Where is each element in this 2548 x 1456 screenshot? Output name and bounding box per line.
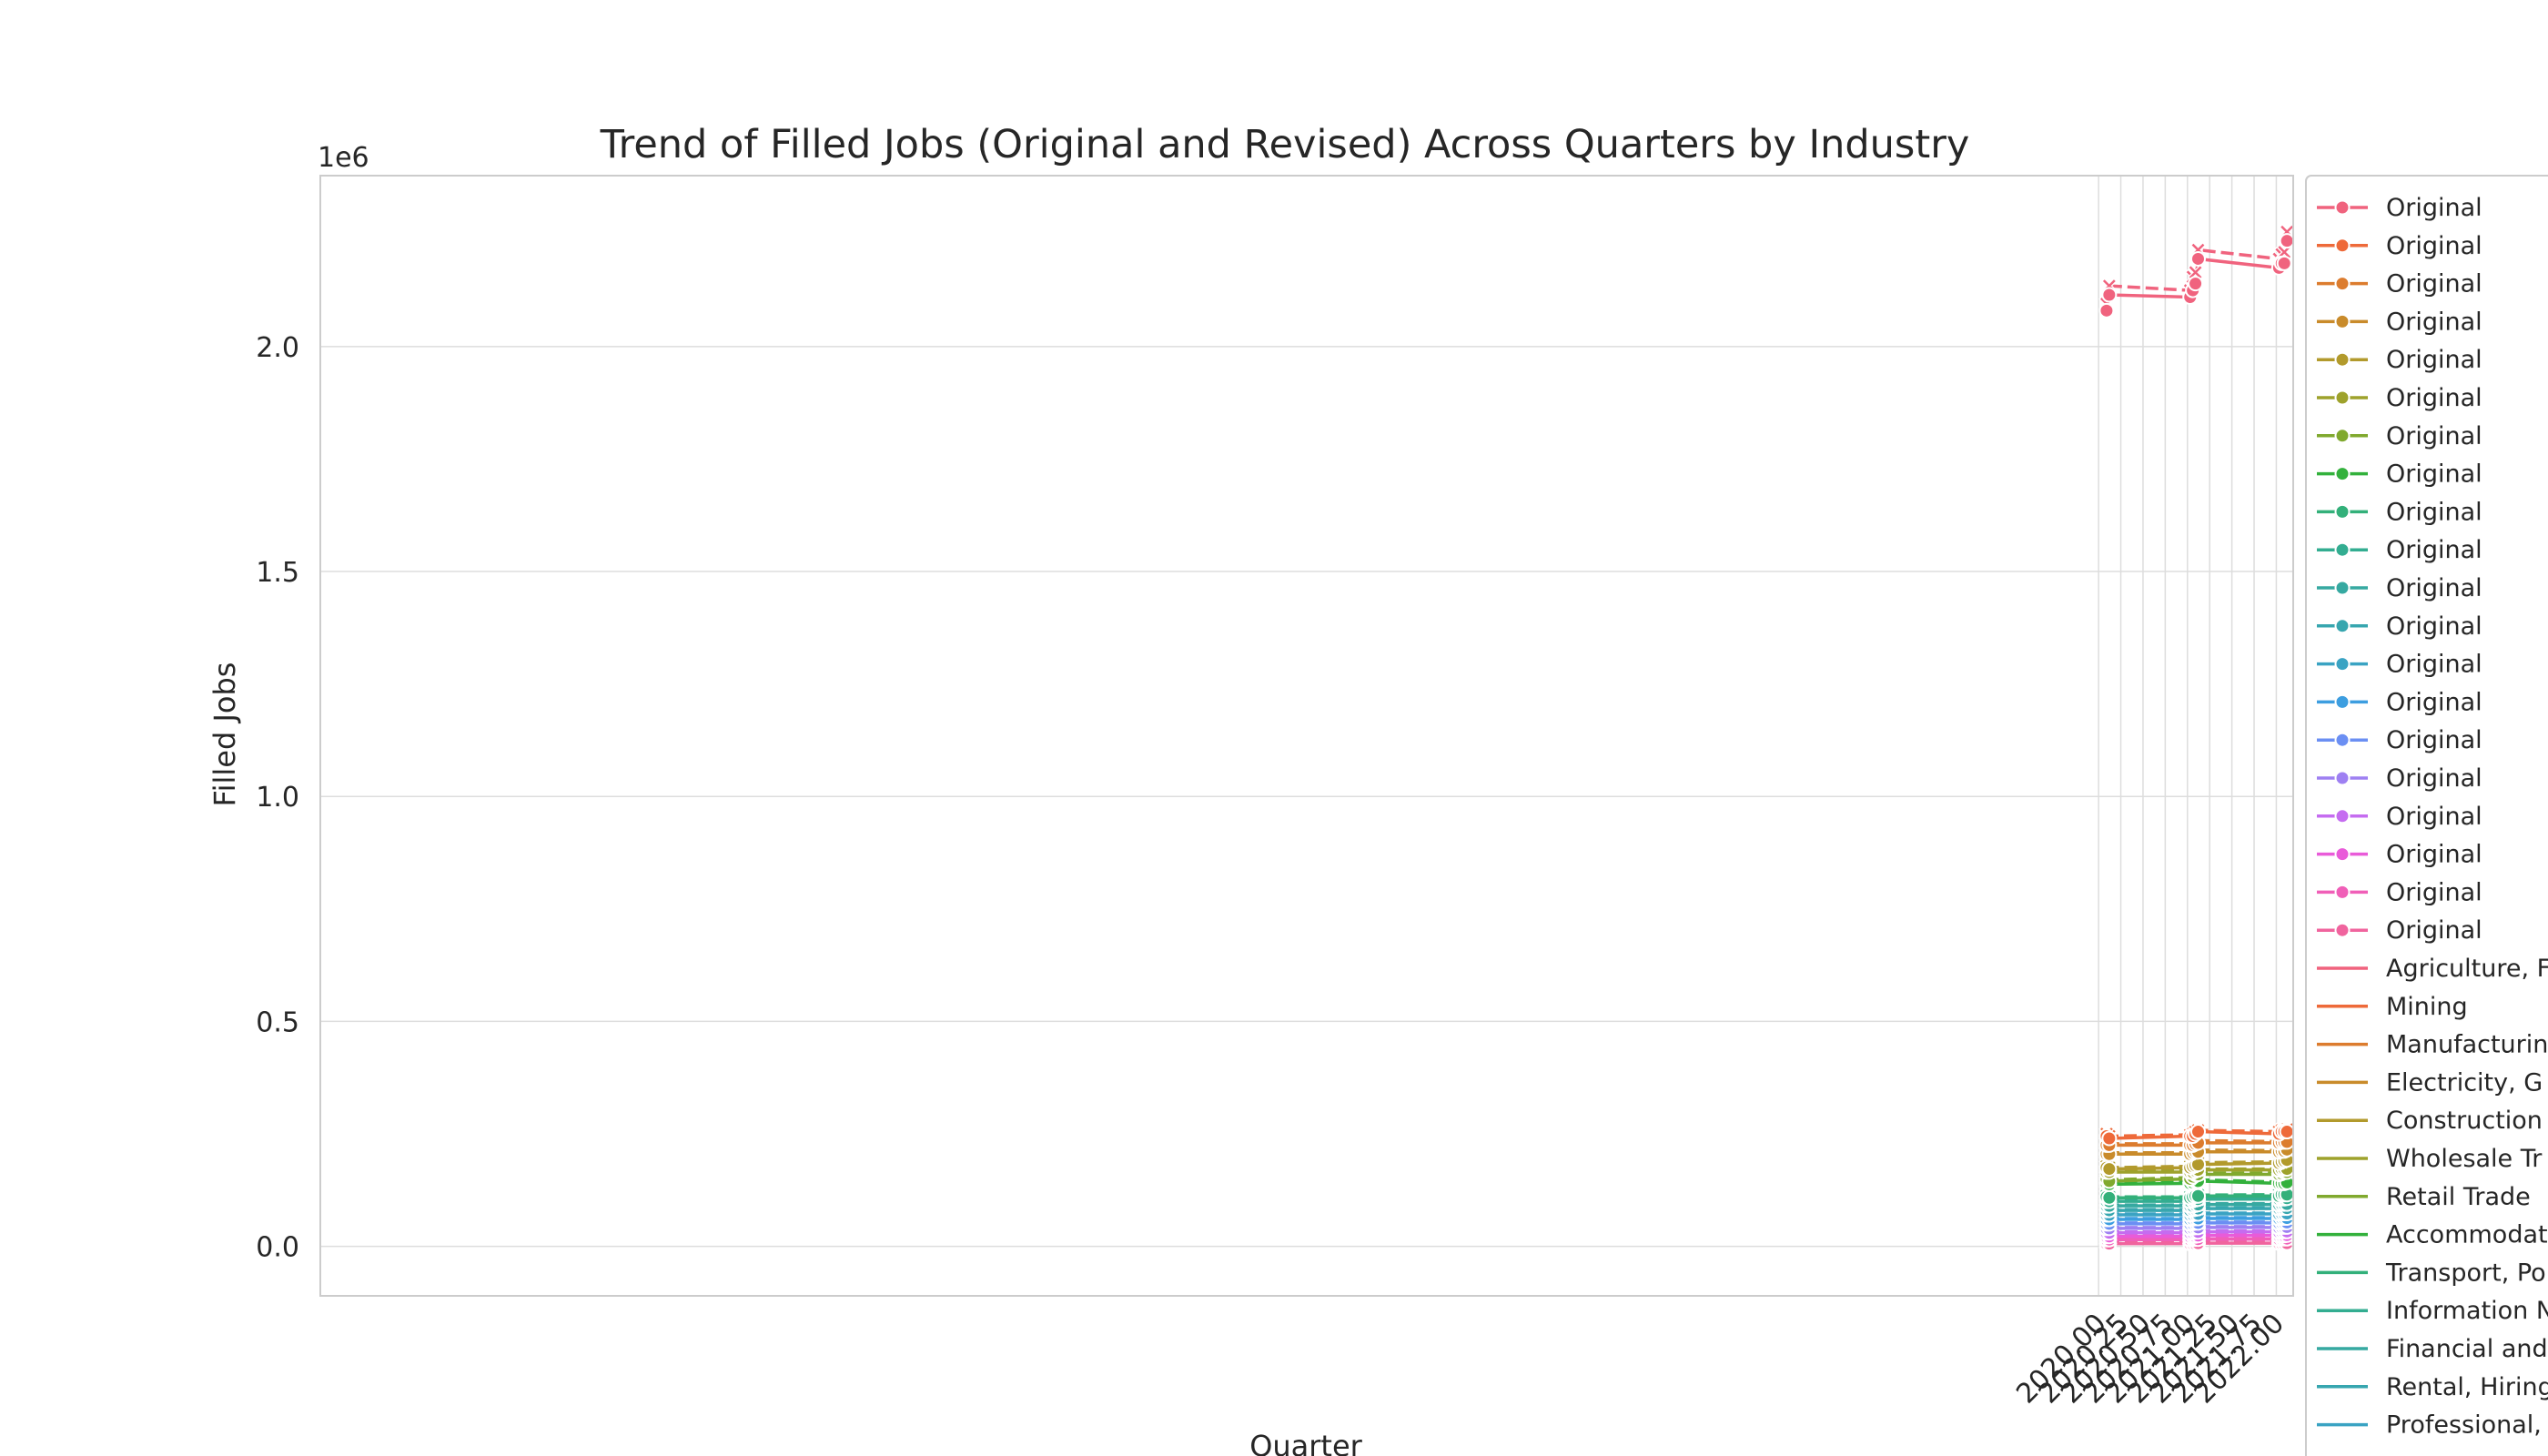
legend-marker-swatch [2334,808,2351,824]
industry-series [2098,1121,2295,1147]
legend-label: Original [2386,194,2482,222]
original-point-marker [2190,1188,2207,1204]
legend-label: Original [2386,460,2482,489]
legend-marker-swatch [2334,580,2351,596]
y-tick-label: 1.0 [256,782,299,814]
legend-marker-swatch [2334,466,2351,482]
legend-marker-swatch [2334,313,2351,329]
legend-marker-swatch [2334,351,2351,368]
y-axis-label: Filled Jobs [207,662,242,807]
legend-label: Original [2386,726,2482,754]
legend-label: Original [2386,688,2482,716]
y-tick-label: 0.5 [256,1006,299,1038]
legend-marker-swatch [2334,541,2351,558]
legend-marker-swatch [2334,846,2351,863]
legend-label: Financial and [2386,1335,2548,1363]
y-offset-label: 1e6 [318,142,369,174]
original-point-marker [2101,287,2118,303]
legend-label: Original [2386,878,2482,906]
legend-marker-swatch [2334,656,2351,672]
legend-label: Wholesale Tr [2386,1145,2543,1173]
legend-marker-swatch [2334,922,2351,938]
legend-label: Transport, Po [2385,1259,2546,1287]
legend-label: Original [2386,308,2482,336]
legend-label: Original [2386,346,2482,374]
original-point-marker [2188,276,2204,292]
legend-marker-swatch [2334,693,2351,710]
tick-labels: 2020.002020.252020.502020.752021.002021.… [256,332,2290,1410]
legend-marker-swatch [2334,389,2351,406]
legend-label: Original [2386,574,2482,602]
plot-area-frame [319,175,2294,1297]
legend-label: Retail Trade [2386,1183,2531,1211]
legend-label: Original [2386,422,2482,450]
original-point-marker [2190,1124,2207,1140]
original-point-marker [2101,1161,2118,1178]
legend-marker-swatch [2334,238,2351,254]
legend-marker-swatch [2334,884,2351,900]
y-tick-label: 1.5 [256,557,299,589]
original-point-marker [2101,1130,2118,1147]
legend-marker-swatch [2334,276,2351,292]
legend-label: Agriculture, F [2386,955,2548,983]
legend-label: Original [2386,916,2482,945]
legend-label: Rental, Hiring [2386,1373,2548,1401]
legend-label: Information N [2386,1297,2548,1325]
industry-series [2098,224,2295,318]
legend-label: Original [2386,612,2482,641]
original-point-marker [2276,255,2292,271]
legend-label: Manufacturin [2386,1031,2548,1059]
original-point-marker [2101,1189,2118,1206]
legend-label: Mining [2386,993,2468,1021]
legend-marker-swatch [2334,732,2351,748]
legend-marker-swatch [2334,199,2351,216]
original-point-marker [2279,233,2295,249]
legend-label: Original [2386,651,2482,679]
legend-label: Accommodat [2386,1221,2548,1249]
legend-marker-swatch [2334,770,2351,786]
y-tick-label: 0.0 [256,1232,299,1264]
series-layer [2098,224,2295,1252]
legend-label: Original [2386,764,2482,793]
chart-title: Trend of Filled Jobs (Original and Revis… [600,122,1970,167]
original-point-marker [2279,1124,2295,1140]
revised-point-marker [2189,266,2202,279]
y-tick-label: 2.0 [256,332,299,364]
legend-label: Original [2386,841,2482,869]
legend-label: Original [2386,498,2482,526]
legend-box [2305,175,2548,1456]
legend-label: Original [2386,270,2482,298]
legend-label: Construction [2386,1107,2543,1135]
legend-marker-swatch [2334,428,2351,444]
legend-label: Electricity, G [2386,1068,2543,1097]
grid-layer [320,176,2293,1296]
legend-label: Original [2386,536,2482,564]
legend-label: Original [2386,803,2482,831]
legend-label: Professional, [2386,1411,2542,1440]
original-point-marker [2190,250,2207,267]
legend-marker-swatch [2334,618,2351,634]
legend-label: Original [2386,384,2482,412]
legend-label: Original [2386,232,2482,260]
original-point-marker [2098,302,2115,318]
legend: Original Original Original Original Original… [2305,175,2548,1456]
x-axis-label: Quarter [1249,1429,1362,1456]
legend-marker-swatch [2334,503,2351,520]
